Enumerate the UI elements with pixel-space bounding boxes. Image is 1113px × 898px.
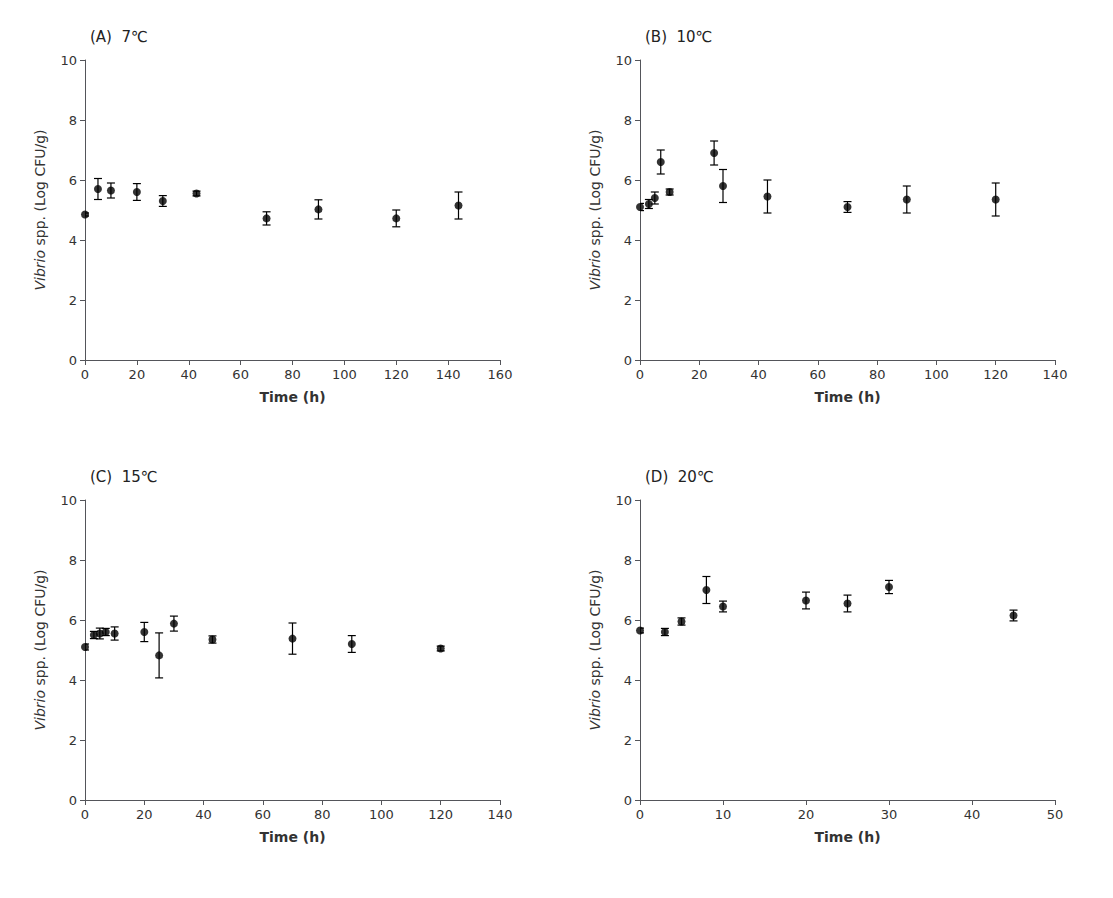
svg-text:20: 20 — [691, 367, 708, 382]
svg-text:100: 100 — [369, 807, 394, 822]
svg-text:80: 80 — [314, 807, 331, 822]
svg-text:0: 0 — [81, 807, 89, 822]
svg-text:spp. (Log CFU/g): spp. (Log CFU/g) — [32, 129, 48, 249]
svg-text:Time (h): Time (h) — [814, 829, 880, 845]
svg-text:Vibrio: Vibrio — [587, 690, 603, 731]
svg-text:120: 120 — [983, 367, 1008, 382]
svg-text:0: 0 — [69, 793, 77, 808]
svg-text:0: 0 — [69, 353, 77, 368]
svg-text:20: 20 — [798, 807, 815, 822]
svg-text:40: 40 — [180, 367, 197, 382]
svg-text:4: 4 — [624, 673, 632, 688]
svg-text:10: 10 — [60, 493, 77, 508]
svg-text:40: 40 — [750, 367, 767, 382]
svg-text:4: 4 — [624, 233, 632, 248]
svg-text:Time (h): Time (h) — [814, 389, 880, 405]
svg-text:20: 20 — [129, 367, 146, 382]
svg-text:2: 2 — [69, 293, 77, 308]
svg-text:4: 4 — [69, 673, 77, 688]
svg-text:10: 10 — [60, 53, 77, 68]
svg-text:spp. (Log CFU/g): spp. (Log CFU/g) — [587, 129, 603, 249]
svg-text:8: 8 — [624, 553, 632, 568]
svg-text:120: 120 — [428, 807, 453, 822]
svg-text:140: 140 — [488, 807, 513, 822]
svg-text:80: 80 — [284, 367, 301, 382]
svg-text:50: 50 — [1047, 807, 1064, 822]
svg-text:160: 160 — [488, 367, 513, 382]
svg-text:Vibrio: Vibrio — [32, 250, 48, 291]
svg-text:120: 120 — [384, 367, 409, 382]
svg-text:20: 20 — [136, 807, 153, 822]
svg-text:2: 2 — [69, 733, 77, 748]
svg-text:40: 40 — [964, 807, 981, 822]
svg-text:6: 6 — [69, 613, 77, 628]
svg-text:30: 30 — [881, 807, 898, 822]
svg-text:spp. (Log CFU/g): spp. (Log CFU/g) — [587, 569, 603, 689]
svg-text:Vibrio: Vibrio — [587, 250, 603, 291]
svg-text:(A) 7℃: (A) 7℃ — [90, 28, 148, 46]
svg-text:Vibrio: Vibrio — [32, 690, 48, 731]
svg-text:8: 8 — [69, 113, 77, 128]
svg-text:40: 40 — [195, 807, 212, 822]
svg-text:6: 6 — [624, 613, 632, 628]
svg-text:(B) 10℃: (B) 10℃ — [645, 28, 712, 46]
svg-text:60: 60 — [232, 367, 249, 382]
svg-text:Time (h): Time (h) — [259, 389, 325, 405]
svg-text:0: 0 — [624, 793, 632, 808]
svg-text:0: 0 — [81, 367, 89, 382]
svg-text:140: 140 — [436, 367, 461, 382]
svg-text:6: 6 — [69, 173, 77, 188]
svg-text:10: 10 — [715, 807, 732, 822]
svg-text:0: 0 — [636, 367, 644, 382]
svg-text:Time (h): Time (h) — [259, 829, 325, 845]
svg-text:6: 6 — [624, 173, 632, 188]
svg-text:140: 140 — [1043, 367, 1068, 382]
svg-text:100: 100 — [332, 367, 357, 382]
svg-text:0: 0 — [636, 807, 644, 822]
svg-text:0: 0 — [624, 353, 632, 368]
svg-text:80: 80 — [869, 367, 886, 382]
svg-text:60: 60 — [810, 367, 827, 382]
svg-text:8: 8 — [624, 113, 632, 128]
svg-text:2: 2 — [624, 733, 632, 748]
svg-text:4: 4 — [69, 233, 77, 248]
svg-text:(C) 15℃: (C) 15℃ — [90, 468, 158, 486]
svg-text:spp. (Log CFU/g): spp. (Log CFU/g) — [32, 569, 48, 689]
svg-text:60: 60 — [255, 807, 272, 822]
svg-text:10: 10 — [615, 493, 632, 508]
svg-text:8: 8 — [69, 553, 77, 568]
svg-text:100: 100 — [924, 367, 949, 382]
svg-text:10: 10 — [615, 53, 632, 68]
svg-text:2: 2 — [624, 293, 632, 308]
svg-text:(D) 20℃: (D) 20℃ — [645, 468, 714, 486]
